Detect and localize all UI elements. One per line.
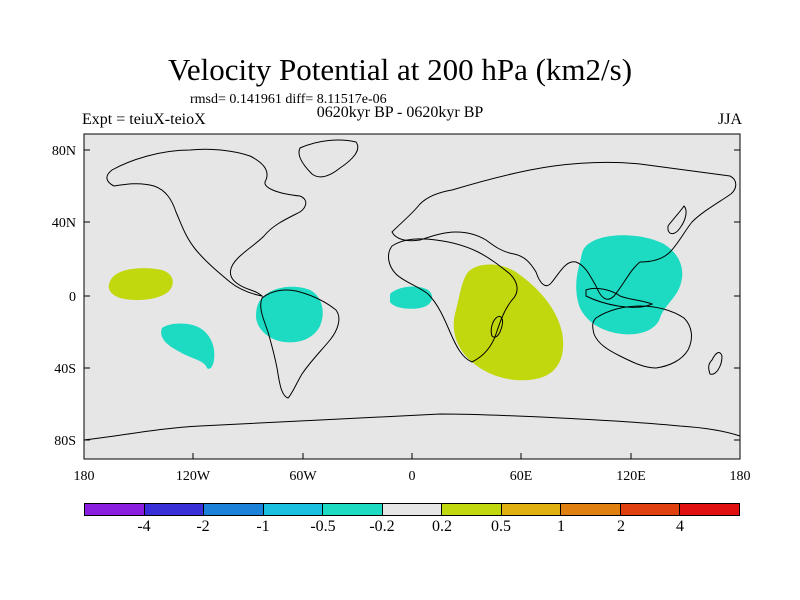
x-tick-label-120w: 120W [176, 469, 211, 484]
colorbar-swatch-3 [263, 504, 324, 515]
coastline-madagascar [490, 315, 503, 338]
colorbar [84, 503, 740, 516]
coastline-antarctica [83, 413, 741, 441]
colorbar-label: -4 [137, 518, 151, 535]
x-tick-label-180w: 180 [74, 469, 95, 484]
colorbar-swatch-0 [85, 504, 145, 515]
colorbar-label: 0.5 [491, 518, 511, 535]
colorbar-label: 2 [617, 518, 625, 535]
y-tick-label-40s: 40S [54, 362, 76, 377]
colorbar-label: -0.2 [369, 518, 395, 535]
y-tick-label-80n: 80N [52, 144, 76, 159]
colorbar-swatch-10 [680, 504, 740, 515]
colorbar-swatch-9 [620, 504, 681, 515]
colorbar-label: -2 [196, 518, 210, 535]
x-tick-label-0: 0 [409, 469, 416, 484]
positive-anomaly-regions [108, 264, 564, 381]
y-axis: 80N 40N 0 40S 80S [52, 144, 740, 449]
x-tick-label-120e: 120E [616, 469, 646, 484]
colorbar-label: -0.5 [310, 518, 336, 535]
anomaly-blob-north-pacific [108, 268, 173, 300]
coastline-north-america [106, 148, 307, 297]
anomaly-blob-africa-indian-ocean [453, 264, 564, 381]
y-tick-label-0: 0 [69, 290, 76, 305]
colorbar-swatch-5 [382, 504, 443, 515]
x-tick-label-60e: 60E [510, 469, 533, 484]
anomaly-blob-se-pacific [161, 323, 215, 369]
stats-text: rmsd= 0.141961 diff= 8.11517e-06 [190, 92, 387, 107]
coastline-africa [388, 238, 518, 363]
colorbar-label: 4 [676, 518, 684, 535]
coastline-greenland [298, 139, 359, 178]
x-tick-label-180e: 180 [730, 469, 751, 484]
colorbar-swatch-4 [323, 504, 383, 515]
colorbar-label: 1 [557, 518, 565, 535]
season-label: JJA [717, 111, 742, 128]
colorbar-label: 0.2 [432, 518, 452, 535]
anomaly-blob-south-america [256, 286, 323, 343]
colorbar-swatch-2 [204, 504, 264, 515]
map-title: Velocity Potential at 200 hPa (km2/s) [167, 52, 633, 87]
coastline-south-america [260, 289, 340, 399]
colorbar-swatch-7 [501, 504, 562, 515]
coastlines [83, 139, 741, 441]
coastline-eurasia [391, 161, 737, 300]
x-tick-label-60w: 60W [289, 469, 317, 484]
colorbar-label: -1 [256, 518, 270, 535]
colorbar-swatch-6 [442, 504, 502, 515]
coastline-japan [667, 205, 687, 235]
colorbar-swatch-8 [561, 504, 621, 515]
experiment-label: Expt = teiuX-teioX [82, 111, 206, 128]
anomaly-blob-atlantic [390, 286, 433, 309]
coastline-indonesia [585, 287, 654, 308]
colorbar-swatch-1 [144, 504, 205, 515]
period-text: 0620kyr BP - 0620kyr BP [316, 104, 484, 121]
y-tick-label-40n: 40N [52, 216, 76, 231]
x-axis: 180 120W 60W 0 60E 120E 180 [74, 453, 751, 484]
coastline-new-zealand [708, 352, 723, 375]
y-tick-label-80s: 80S [54, 434, 76, 449]
